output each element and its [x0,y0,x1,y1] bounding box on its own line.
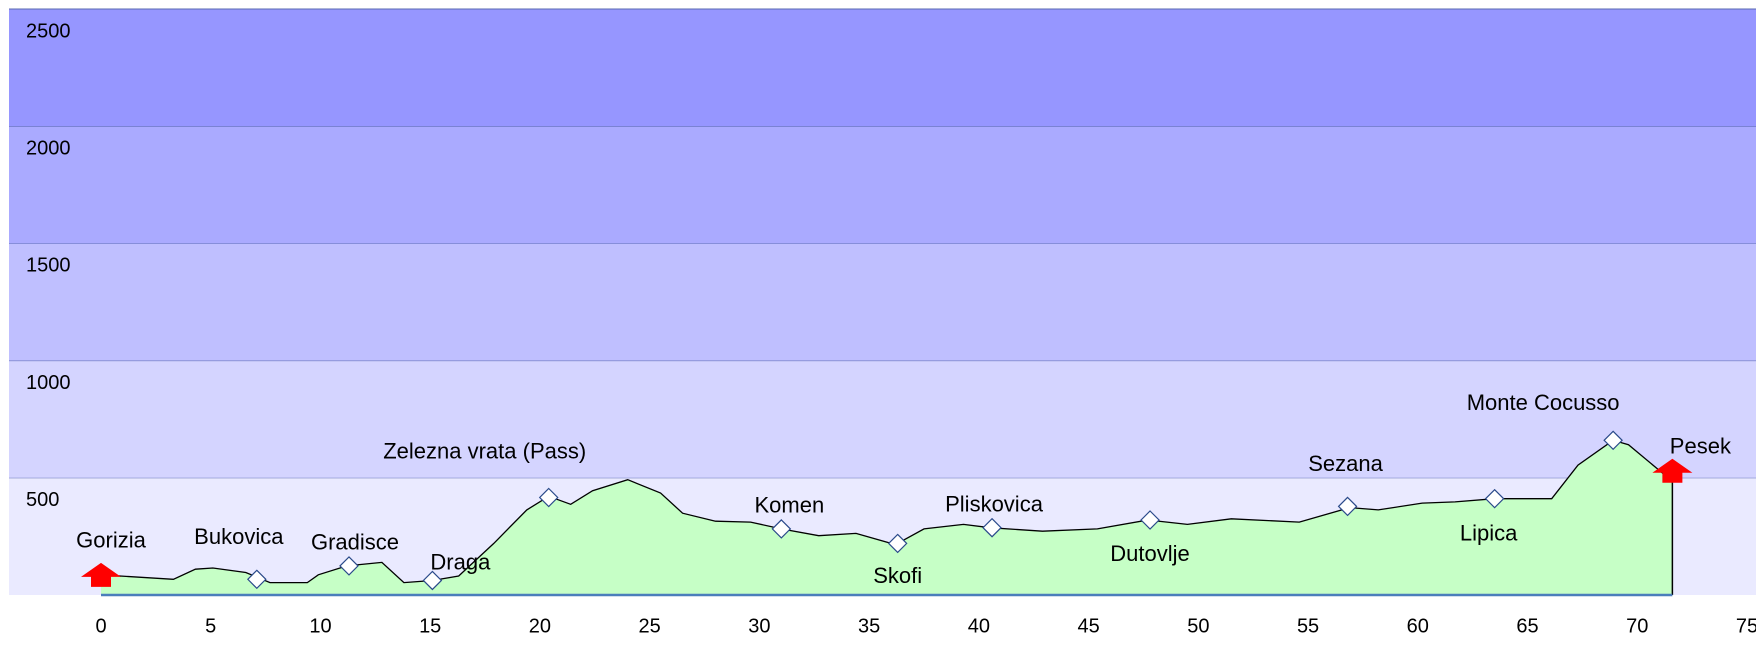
y-tick-label: 2000 [26,137,71,159]
elevation-band [9,360,1756,478]
waypoint-marker [246,569,267,590]
waypoint-marker [771,519,792,539]
waypoint-marker [1337,496,1358,517]
waypoint-label: Pliskovica [945,492,1044,517]
endpoint-label: Pesek [1670,434,1732,459]
waypoint-marker [1603,430,1623,451]
y-tick-label: 1500 [26,255,71,277]
x-tick-label: 5 [205,615,216,637]
waypoint-label: Monte Cocusso [1467,390,1620,415]
waypoint-label: Zelezna vrata (Pass) [383,438,586,463]
waypoint-label: Komen [754,493,824,518]
elevation-band [9,9,1756,127]
profile-area [101,440,1673,595]
waypoint-label: Dutovlje [1110,541,1189,566]
waypoint-label: Draga [430,549,491,574]
elevation-band [9,126,1756,244]
waypoint-marker [1140,510,1160,530]
x-tick-label: 75 [1736,615,1756,637]
endpoint-arrow [1652,458,1693,483]
waypoint-marker [1484,488,1505,509]
elevation-band [9,243,1756,361]
waypoint-marker [887,533,908,554]
x-tick-label: 25 [639,615,661,637]
y-tick-label: 500 [26,489,59,511]
x-tick-label: 15 [419,615,441,637]
x-tick-label: 45 [1077,615,1099,637]
x-tick-label: 40 [968,615,990,637]
x-tick-label: 10 [309,615,331,637]
x-tick-label: 55 [1297,615,1319,637]
waypoint-label: Bukovica [194,524,284,549]
waypoint-label: Gradisce [311,530,399,555]
waypoint-label: Sezana [1308,451,1383,476]
x-tick-label: 50 [1187,615,1209,637]
waypoint-marker [538,487,559,508]
y-tick-label: 1000 [26,372,71,394]
waypoint-label: Lipica [1460,520,1518,545]
waypoint-label: Skofi [873,563,922,588]
waypoint-marker [422,570,443,591]
endpoint-label: Gorizia [76,528,146,553]
x-tick-label: 20 [529,615,551,637]
waypoint-marker [982,517,1002,538]
x-tick-label: 30 [748,615,770,637]
x-tick-label: 0 [95,615,106,637]
y-tick-label: 2500 [26,20,71,42]
x-tick-label: 35 [858,615,880,637]
waypoint-marker [339,556,359,576]
x-tick-label: 65 [1516,615,1538,637]
endpoint-arrow [81,562,121,587]
x-tick-label: 60 [1407,615,1429,637]
x-tick-label: 70 [1626,615,1648,637]
